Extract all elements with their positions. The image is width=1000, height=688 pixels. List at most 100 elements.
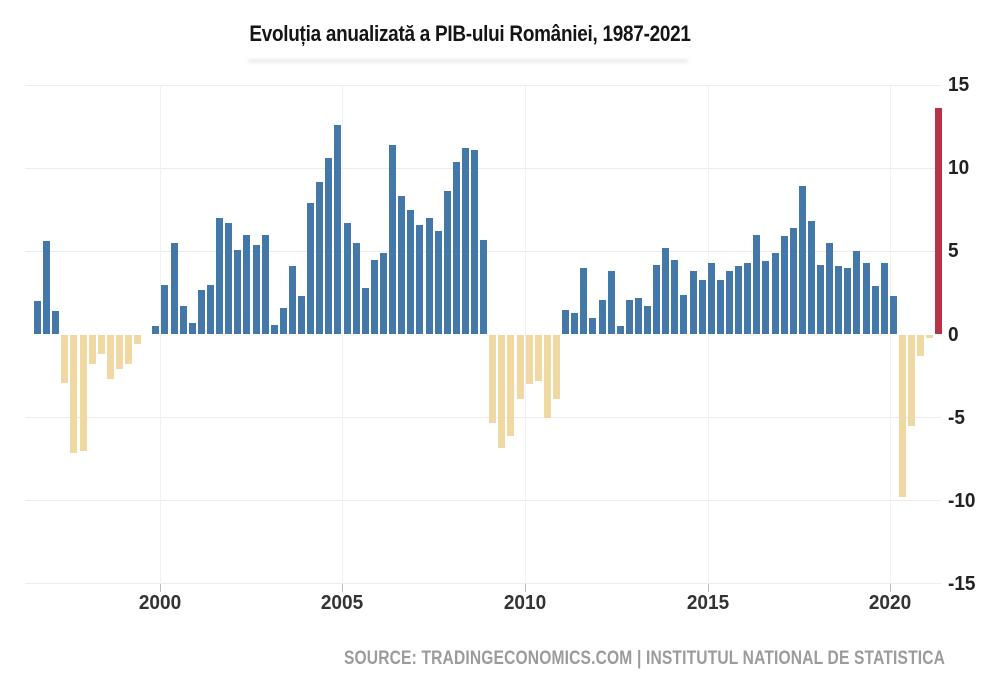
gdp-bar-2018-Q3 xyxy=(835,266,843,335)
gdp-bar-2013-Q1 xyxy=(634,297,642,335)
y-gridline-10 xyxy=(25,167,941,169)
gdp-bar-2018-Q2 xyxy=(826,243,834,335)
x-axis-tick-2020 xyxy=(890,584,891,592)
gdp-bar-2013-Q3 xyxy=(653,264,661,335)
gdp-bar-2009-Q3 xyxy=(507,334,515,436)
x-axis-label-2005: 2005 xyxy=(320,592,364,614)
gdp-bar-2020-Q4 xyxy=(917,334,925,357)
gdp-bar-2002-Q4 xyxy=(261,234,269,335)
gdp-bar-2005-Q1 xyxy=(343,223,351,335)
gdp-bar-2011-Q3 xyxy=(580,267,588,335)
gdp-bar-2011-Q4 xyxy=(589,317,597,335)
gdp-bar-2017-Q2 xyxy=(789,228,797,335)
gdp-bar-2020-Q2 xyxy=(898,334,906,498)
x-axis-label-2020: 2020 xyxy=(868,592,912,614)
gdp-bar-2004-Q4 xyxy=(334,124,342,335)
x-axis-tick-2005 xyxy=(342,584,343,592)
gdp-bar-2015-Q2 xyxy=(716,279,724,335)
gdp-bar-1999-Q2 xyxy=(134,334,142,345)
gdp-bar-2001-Q1 xyxy=(197,289,205,335)
gdp-bar-2015-Q3 xyxy=(725,271,733,335)
gdp-bar-2016-Q4 xyxy=(771,253,779,335)
gdp-bar-2010-Q4 xyxy=(552,334,560,400)
gdp-bar-2000-Q1 xyxy=(161,284,169,335)
gdp-bar-2008-Q1 xyxy=(452,161,460,335)
gdp-bar-2012-Q4 xyxy=(625,299,633,335)
gdp-bar-2009-Q2 xyxy=(498,334,506,448)
gdp-bar-2002-Q2 xyxy=(243,234,251,335)
y-axis-label-5: 5 xyxy=(948,240,959,263)
gdp-bar-2007-Q2 xyxy=(425,218,433,335)
gdp-bar-1998-Q1 xyxy=(88,334,96,365)
gdp-bar-2012-Q3 xyxy=(616,326,624,335)
gdp-bar-2020-Q1 xyxy=(889,296,897,335)
y-gridline--5 xyxy=(25,417,941,419)
gdp-bar-2010-Q2 xyxy=(534,334,542,382)
gdp-bar-2013-Q2 xyxy=(644,306,652,335)
gdp-bar-1999-Q1 xyxy=(125,334,133,365)
y-axis-label-15: 15 xyxy=(948,74,970,97)
gdp-bar-1998-Q4 xyxy=(115,334,123,370)
gdp-bar-2019-Q1 xyxy=(853,251,861,335)
gdp-bar-2010-Q3 xyxy=(543,334,551,418)
title-ghost-underline xyxy=(248,59,688,63)
gdp-bar-2004-Q3 xyxy=(325,158,333,335)
x-gridline-2000 xyxy=(160,85,161,584)
chart-title: Evoluția anualizată a PIB-ului României,… xyxy=(249,21,691,46)
gdp-bar-2018-Q4 xyxy=(844,267,852,335)
gdp-bar-2012-Q2 xyxy=(607,271,615,335)
gdp-bar-2004-Q1 xyxy=(307,203,315,335)
gdp-bar-2010-Q1 xyxy=(525,334,533,385)
gdp-bar-2005-Q4 xyxy=(370,259,378,335)
gdp-bar-2000-Q3 xyxy=(179,306,187,335)
gdp-bar-2008-Q4 xyxy=(480,239,488,335)
gdp-bar-2007-Q3 xyxy=(434,231,442,335)
x-gridline-2010 xyxy=(525,85,526,584)
x-gridline-2020 xyxy=(890,85,891,584)
gdp-bar-2003-Q2 xyxy=(279,307,287,335)
gdp-bar-2020-Q3 xyxy=(908,334,916,426)
gdp-bar-2019-Q2 xyxy=(862,262,870,335)
gdp-bar-2014-Q3 xyxy=(689,271,697,335)
y-gridline-15 xyxy=(25,84,941,86)
gdp-bar-2003-Q1 xyxy=(270,324,278,335)
gdp-bar-2021-Q1 xyxy=(926,334,934,338)
gdp-bar-2019-Q3 xyxy=(871,286,879,335)
gdp-bar-2004-Q2 xyxy=(316,181,324,335)
gdp-bar-2017-Q4 xyxy=(807,221,815,335)
gdp-bar-2015-Q1 xyxy=(707,262,715,335)
y-axis-label--15: -15 xyxy=(948,572,976,595)
gdp-bar-2017-Q3 xyxy=(798,186,806,335)
gdp-bar-2006-Q3 xyxy=(398,196,406,335)
gdp-bar-2014-Q2 xyxy=(680,294,688,335)
gdp-bar-1998-Q2 xyxy=(97,334,105,355)
x-axis-label-2000: 2000 xyxy=(138,592,182,614)
gdp-bar-1997-Q2 xyxy=(61,334,69,383)
gdp-bar-2016-Q3 xyxy=(762,261,770,335)
source-credit: SOURCE: TRADINGECONOMICS.COM | INSTITUTU… xyxy=(343,648,945,669)
gdp-bar-1996-Q3 xyxy=(34,301,41,335)
y-axis-label--10: -10 xyxy=(948,489,976,512)
gdp-bar-2003-Q3 xyxy=(288,266,296,335)
x-axis-tick-2010 xyxy=(525,584,526,592)
gdp-bar-2005-Q2 xyxy=(352,243,360,335)
gdp-bar-1996-Q4 xyxy=(43,241,51,335)
y-gridline--10 xyxy=(25,500,941,502)
gdp-bar-2008-Q3 xyxy=(471,149,479,335)
gdp-bar-1997-Q4 xyxy=(79,334,87,451)
gdp-bar-2003-Q4 xyxy=(298,296,306,335)
gdp-bar-2005-Q3 xyxy=(361,287,369,335)
gdp-bar-2001-Q3 xyxy=(216,218,224,335)
x-axis-tick-2000 xyxy=(160,584,161,592)
x-axis-label-2010: 2010 xyxy=(503,592,547,614)
gdp-bar-2002-Q1 xyxy=(234,249,242,335)
gdp-bar-2021-Q2 xyxy=(935,108,943,335)
gdp-bar-2015-Q4 xyxy=(735,266,743,335)
gdp-bar-1998-Q3 xyxy=(106,334,114,380)
gdp-bar-2001-Q2 xyxy=(206,284,214,335)
gdp-bar-2019-Q4 xyxy=(880,262,888,335)
gdp-bar-2018-Q1 xyxy=(817,264,825,335)
gdp-bar-2012-Q1 xyxy=(598,299,606,335)
x-gridline-2005 xyxy=(342,85,343,584)
